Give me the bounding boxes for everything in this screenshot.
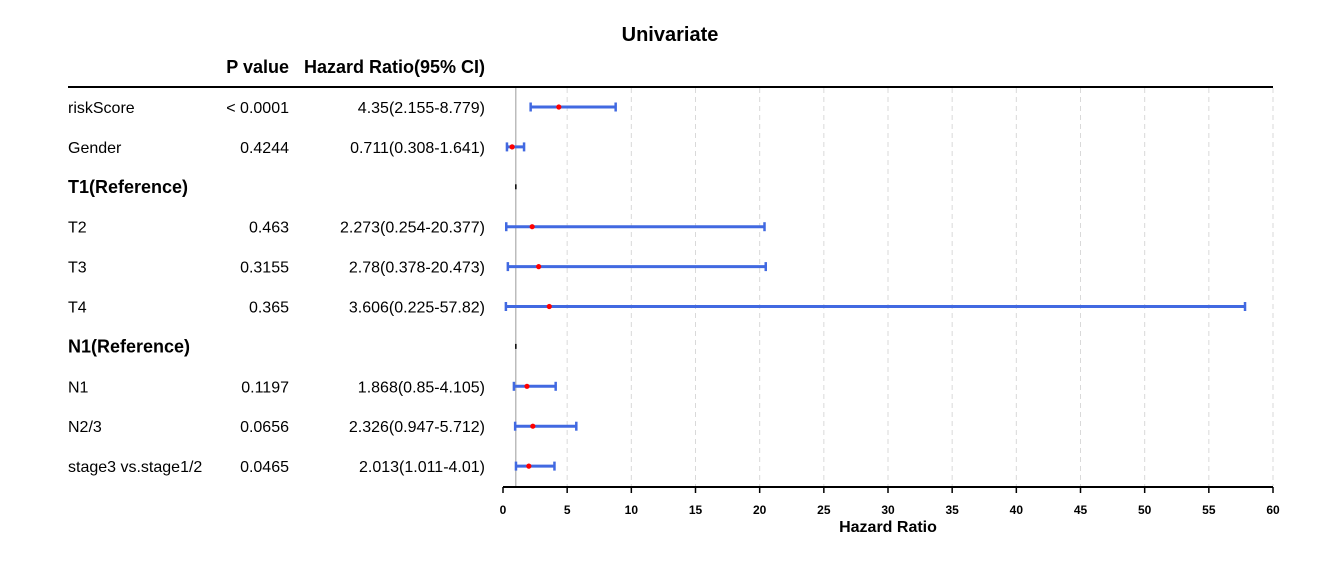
- row-hazard-ratio: 3.606(0.225-57.82): [349, 300, 485, 317]
- x-tick-label: 30: [881, 503, 895, 517]
- row-label: T2: [68, 220, 87, 237]
- row-hazard-ratio: 2.78(0.378-20.473): [349, 260, 485, 277]
- x-axis: 0 5 10 15 20 25 30 35 40 45 50 55 60: [500, 486, 1280, 517]
- row-pvalue: 0.3155: [240, 260, 289, 277]
- row-pvalue: 0.0465: [240, 459, 289, 476]
- row-label: T1(Reference): [68, 177, 188, 197]
- row-label: Gender: [68, 140, 122, 157]
- row-hazard-ratio: 4.35(2.155-8.779): [358, 100, 485, 117]
- hazard-ratio-point: [529, 224, 535, 230]
- pvalue-column-header: P value: [226, 57, 289, 77]
- row-hazard-ratio: 2.013(1.011-4.01): [359, 459, 485, 476]
- row-hazard-ratio: 0.711(0.308-1.641): [350, 140, 485, 157]
- row-pvalue: 0.4244: [240, 140, 289, 157]
- x-axis-label: Hazard Ratio: [839, 519, 937, 536]
- x-tick-label: 40: [1010, 503, 1024, 517]
- x-tick-label: 50: [1138, 503, 1152, 517]
- row-pvalue: 0.0656: [240, 419, 289, 436]
- row-label: stage3 vs.stage1/2: [68, 459, 202, 476]
- hazard-ratio-point: [556, 104, 562, 110]
- x-tick-label: 25: [817, 503, 831, 517]
- chart-title: Univariate: [622, 24, 719, 46]
- row-hazard-ratio: 2.273(0.254-20.377): [340, 220, 485, 237]
- hazard-ratio-point: [546, 303, 552, 310]
- row-label: N2/3: [68, 419, 102, 436]
- row-label: N1: [68, 379, 89, 396]
- data-table: riskScore < 0.0001 4.35(2.155-8.779) Gender…: [68, 100, 485, 476]
- row-hazard-ratio: 2.326(0.947-5.712): [349, 419, 485, 436]
- x-tick-label: 0: [500, 503, 507, 517]
- hazard-ratio-point: [536, 264, 542, 270]
- row-label: riskScore: [68, 100, 135, 117]
- row-pvalue: 0.463: [249, 220, 289, 237]
- hazard-ratio-point: [526, 463, 532, 469]
- row-hazard-ratio: 1.868(0.85-4.105): [358, 379, 485, 396]
- row-pvalue: 0.365: [249, 300, 289, 317]
- x-tick-label: 45: [1074, 503, 1088, 517]
- x-tick-label: 5: [564, 503, 571, 517]
- x-tick-label: 10: [625, 503, 639, 517]
- grid-lines: [515, 88, 1274, 486]
- x-tick-label: 15: [689, 503, 703, 517]
- row-label: T4: [68, 300, 87, 317]
- hazard-ratio-point: [509, 144, 515, 150]
- hazard-ratio-column-header: Hazard Ratio(95% CI): [304, 57, 485, 77]
- x-tick-label: 35: [945, 503, 959, 517]
- row-pvalue: 0.1197: [241, 379, 289, 396]
- x-tick-label: 60: [1266, 503, 1280, 517]
- row-label: N1(Reference): [68, 336, 190, 356]
- x-tick-label: 55: [1202, 503, 1216, 517]
- row-pvalue: < 0.0001: [226, 100, 289, 117]
- row-label: T3: [68, 260, 87, 277]
- hazard-ratio-point: [524, 383, 530, 389]
- x-tick-label: 20: [753, 503, 767, 517]
- ci-marks: [504, 102, 1247, 471]
- hazard-ratio-point: [530, 423, 536, 429]
